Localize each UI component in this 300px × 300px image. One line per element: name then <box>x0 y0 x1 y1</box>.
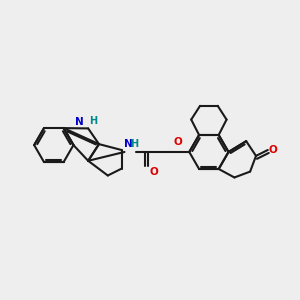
Text: O: O <box>269 145 278 155</box>
Text: O: O <box>149 167 158 177</box>
Text: N: N <box>124 139 133 149</box>
Text: H: H <box>89 116 97 126</box>
Text: O: O <box>173 137 182 147</box>
Text: N: N <box>74 117 83 128</box>
Text: H: H <box>130 139 139 149</box>
